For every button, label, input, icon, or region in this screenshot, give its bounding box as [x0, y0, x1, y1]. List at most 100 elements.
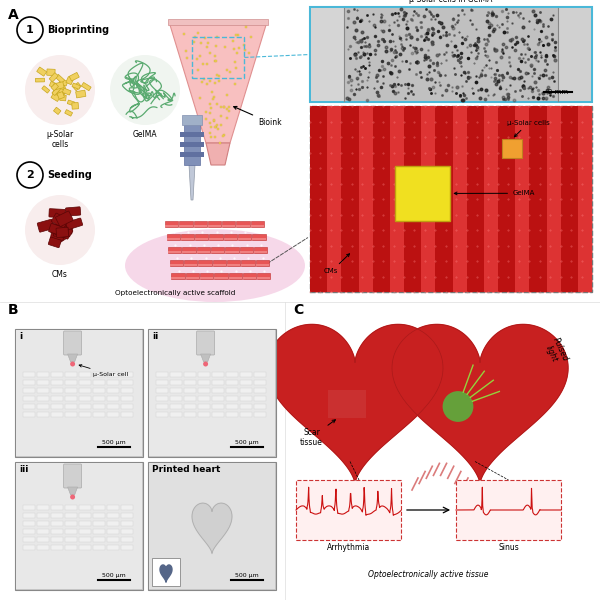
Bar [184, 372, 196, 377]
Bar [194, 225, 207, 227]
Bar [211, 251, 224, 253]
Bar [560, 106, 578, 292]
Bar [212, 260, 226, 266]
Bar [37, 537, 49, 542]
Bar [226, 251, 239, 253]
Bar [23, 404, 35, 409]
Bar [37, 396, 49, 401]
Bar [227, 264, 240, 266]
Bar [121, 396, 133, 401]
FancyBboxPatch shape [66, 77, 74, 85]
Bar [236, 225, 250, 227]
Bar [197, 251, 210, 253]
Bar [224, 234, 237, 240]
Bar [79, 505, 91, 510]
Bar [373, 106, 390, 292]
Text: 2 mm: 2 mm [548, 89, 568, 95]
Bar [226, 412, 238, 417]
Text: Seeding: Seeding [47, 170, 92, 180]
FancyBboxPatch shape [53, 107, 61, 115]
Bar [107, 404, 119, 409]
Ellipse shape [125, 229, 305, 302]
Bar [212, 264, 226, 266]
Bar [256, 264, 269, 266]
Bar [37, 404, 49, 409]
Bar [456, 480, 561, 540]
Bar [498, 106, 515, 292]
Text: B: B [8, 303, 19, 317]
Bar [121, 513, 133, 518]
Polygon shape [68, 354, 77, 362]
Bar [51, 513, 63, 518]
FancyBboxPatch shape [57, 92, 64, 99]
Bar [243, 277, 256, 279]
Circle shape [25, 55, 95, 125]
Bar [179, 225, 193, 227]
FancyBboxPatch shape [73, 83, 81, 91]
FancyBboxPatch shape [59, 79, 68, 86]
Bar [79, 380, 91, 385]
Text: Scar
tissue: Scar tissue [300, 420, 335, 447]
FancyBboxPatch shape [37, 67, 47, 76]
Bar [121, 521, 133, 526]
Bar [226, 404, 238, 409]
Bar [37, 521, 49, 526]
Bar [37, 412, 49, 417]
Bar [79, 545, 91, 550]
Bar [254, 372, 266, 377]
Bar [185, 273, 199, 279]
Bar [529, 106, 547, 292]
Bar [93, 513, 105, 518]
FancyBboxPatch shape [37, 219, 54, 232]
Bar [195, 238, 208, 240]
Bar [79, 396, 91, 401]
FancyBboxPatch shape [47, 69, 55, 76]
Text: GelMA: GelMA [133, 130, 157, 139]
Bar [149, 330, 275, 456]
Bar [254, 380, 266, 385]
Bar [156, 396, 168, 401]
Bar [107, 529, 119, 534]
Bar [240, 404, 252, 409]
Bar [198, 404, 210, 409]
Bar [240, 372, 252, 377]
Bar [254, 247, 267, 253]
Bar [16, 463, 142, 589]
Bar [395, 166, 451, 221]
Bar [65, 537, 77, 542]
Bar [107, 396, 119, 401]
Bar [37, 505, 49, 510]
FancyBboxPatch shape [56, 227, 68, 238]
Bar [51, 380, 63, 385]
Bar [198, 412, 210, 417]
Bar [37, 372, 49, 377]
FancyBboxPatch shape [53, 224, 67, 236]
FancyBboxPatch shape [53, 90, 61, 95]
Bar [254, 404, 266, 409]
Text: i: i [19, 332, 22, 341]
Bar [23, 380, 35, 385]
Bar [238, 234, 251, 240]
Bar [198, 388, 210, 393]
Bar [107, 388, 119, 393]
Bar [243, 273, 256, 279]
Bar [79, 412, 91, 417]
Bar [65, 372, 77, 377]
Bar [240, 380, 252, 385]
FancyBboxPatch shape [51, 83, 58, 91]
Text: μ-Solar cell: μ-Solar cell [79, 365, 128, 377]
Bar [578, 106, 592, 292]
Bar [23, 521, 35, 526]
Bar [51, 537, 63, 542]
Bar [148, 462, 276, 590]
Bar [341, 106, 359, 292]
Circle shape [110, 55, 180, 125]
FancyBboxPatch shape [56, 85, 66, 93]
Bar [51, 521, 63, 526]
Polygon shape [200, 354, 211, 362]
Bar [198, 396, 210, 401]
Bar [198, 372, 210, 377]
Bar [121, 537, 133, 542]
Bar [121, 380, 133, 385]
Bar [121, 372, 133, 377]
